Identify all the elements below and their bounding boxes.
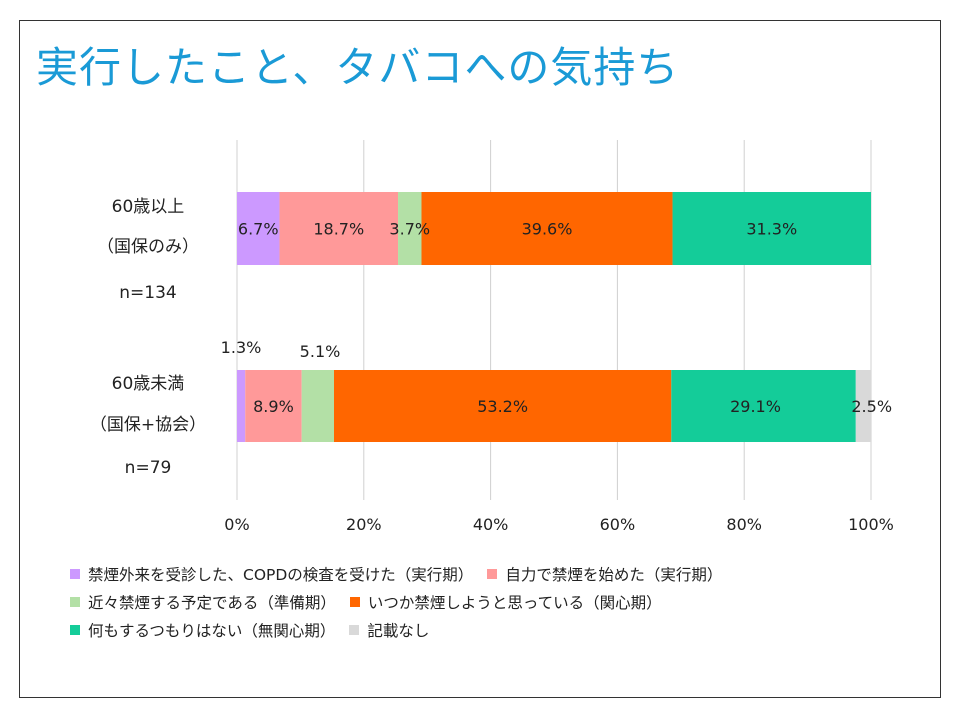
data-label: 8.9% xyxy=(253,397,294,416)
legend-item: 禁煙外来を受診した、COPDの検査を受けた（実行期） xyxy=(70,563,473,585)
legend-swatch xyxy=(70,569,80,579)
data-label: 53.2% xyxy=(477,397,528,416)
bar-segment xyxy=(245,370,302,442)
x-tick-label: 80% xyxy=(726,515,762,534)
bar-segment xyxy=(237,192,280,265)
legend-label: いつか禁煙しようと思っている（関心期） xyxy=(367,594,662,612)
legend-row: 何もするつもりはない（無関心期） 記載なし xyxy=(70,616,910,644)
data-label: 31.3% xyxy=(746,220,797,239)
bar-segment xyxy=(301,370,335,442)
data-label: 39.6% xyxy=(522,220,573,239)
legend-swatch xyxy=(349,625,360,635)
data-label: 2.5% xyxy=(851,397,892,416)
category-label: （国保+協会） xyxy=(90,415,206,435)
legend-item: 何もするつもりはない（無関心期） xyxy=(70,619,335,641)
bar-segment xyxy=(334,370,672,442)
data-label: 6.7% xyxy=(238,220,279,239)
legend-label: 近々禁煙する予定である（準備期） xyxy=(88,594,336,612)
legend-label: 禁煙外来を受診した、COPDの検査を受けた（実行期） xyxy=(88,566,474,584)
legend-row: 禁煙外来を受診した、COPDの検査を受けた（実行期） 自力で禁煙を始めた（実行期… xyxy=(70,560,910,588)
data-label: 3.7% xyxy=(389,220,430,239)
bar-segment xyxy=(237,370,246,442)
legend-item: 記載なし xyxy=(349,619,429,641)
bar-segment xyxy=(671,370,856,442)
bar-segment xyxy=(421,192,673,265)
bar-segment xyxy=(279,192,399,265)
category-label: 60歳未満 xyxy=(112,374,185,394)
slide-title: 実行したこと、タバコへの気持ち xyxy=(36,43,680,92)
x-tick-label: 0% xyxy=(224,515,249,534)
data-label: 5.1% xyxy=(300,342,341,361)
legend-item: いつか禁煙しようと思っている（関心期） xyxy=(349,591,662,613)
bar-segment xyxy=(398,192,422,265)
chart-legend: 禁煙外来を受診した、COPDの検査を受けた（実行期） 自力で禁煙を始めた（実行期… xyxy=(70,560,910,644)
data-label: 18.7% xyxy=(313,220,364,239)
legend-swatch xyxy=(349,597,360,607)
category-label: （国保のみ） xyxy=(97,237,199,257)
legend-swatch xyxy=(487,569,498,579)
legend-label: 自力で禁煙を始めた（実行期） xyxy=(505,566,723,584)
x-tick-label: 60% xyxy=(600,515,636,534)
legend-label: 何もするつもりはない（無関心期） xyxy=(88,622,336,640)
legend-label: 記載なし xyxy=(367,622,430,640)
category-label: 60歳以上 xyxy=(112,197,185,217)
legend-swatch xyxy=(70,625,80,635)
data-label: 29.1% xyxy=(730,397,781,416)
x-tick-label: 20% xyxy=(346,515,382,534)
legend-row: 近々禁煙する予定である（準備期） いつか禁煙しようと思っている（関心期） xyxy=(70,588,910,616)
bar-segment xyxy=(855,370,872,442)
x-tick-label: 100% xyxy=(848,515,894,534)
sample-size-label: n=79 xyxy=(125,458,172,478)
slide-frame xyxy=(19,20,941,698)
data-label: 1.3% xyxy=(221,338,262,357)
bar-segment xyxy=(672,192,871,265)
legend-item: 自力で禁煙を始めた（実行期） xyxy=(487,563,722,585)
legend-swatch xyxy=(70,597,80,607)
legend-item: 近々禁煙する予定である（準備期） xyxy=(70,591,336,613)
x-tick-label: 40% xyxy=(473,515,509,534)
sample-size-label: n=134 xyxy=(119,283,176,303)
